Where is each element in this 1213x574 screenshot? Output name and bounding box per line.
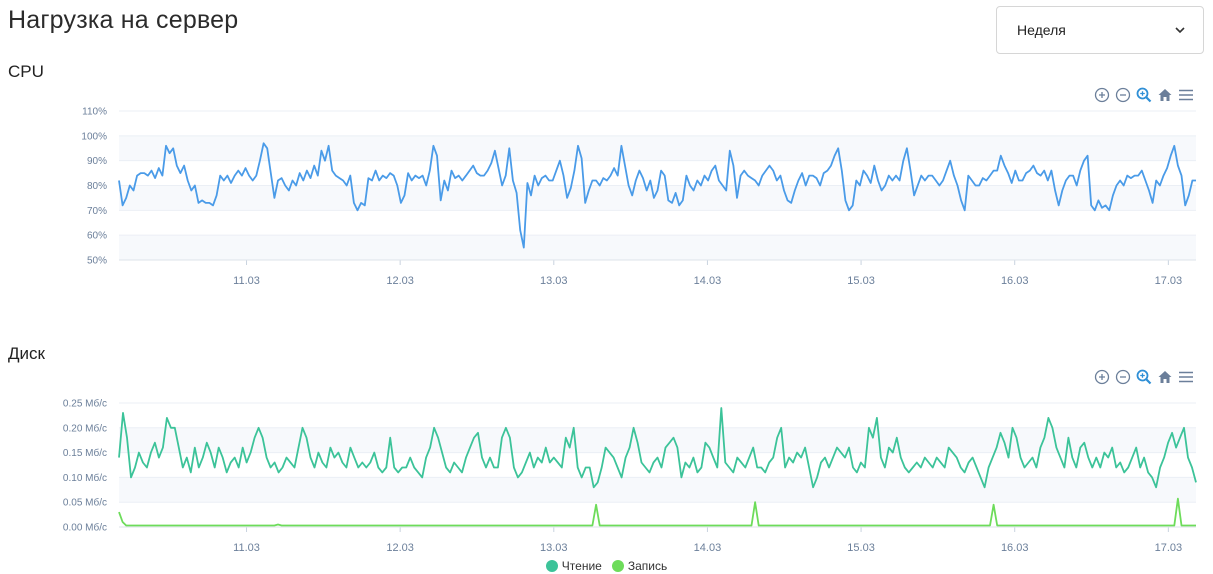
disk-y-tick-label: 0.25 Мб/с: [63, 398, 107, 410]
selection-zoom-icon[interactable]: [1134, 368, 1153, 386]
cpu-grid-band: [119, 135, 1196, 161]
home-icon[interactable]: [1155, 86, 1174, 104]
cpu-x-tick-label: 13.03: [540, 275, 568, 287]
cpu-x-tick-label: 16.03: [1001, 275, 1029, 287]
zoom-out-icon[interactable]: [1113, 86, 1132, 104]
cpu-y-tick-label: 50%: [87, 256, 107, 267]
disk-x-tick-label: 15.03: [847, 542, 875, 554]
legend-dot-write: [611, 560, 624, 572]
disk-x-tick-label: 16.03: [1001, 542, 1029, 554]
cpu-x-tick-label: 14.03: [694, 275, 722, 287]
cpu-y-tick-label: 80%: [87, 181, 107, 192]
chevron-down-icon: [1175, 21, 1185, 39]
cpu-chart-toolbar: [1092, 86, 1195, 104]
period-select[interactable]: Неделя: [996, 6, 1204, 54]
cpu-y-tick-label: 70%: [87, 206, 107, 217]
home-icon[interactable]: [1155, 368, 1174, 386]
menu-icon[interactable]: [1176, 86, 1195, 104]
cpu-grid-band: [119, 235, 1196, 260]
legend-item-read[interactable]: Чтение: [545, 559, 602, 573]
cpu-x-tick-label: 17.03: [1155, 275, 1183, 287]
disk-grid-band: [119, 477, 1196, 503]
disk-x-tick-label: 14.03: [694, 542, 722, 554]
disk-y-tick-label: 0.00 Мб/с: [63, 522, 107, 534]
cpu-x-tick-label: 15.03: [847, 275, 875, 287]
disk-grid-band: [119, 427, 1196, 453]
disk-section-title: Диск: [8, 344, 45, 363]
legend-item-write[interactable]: Запись: [611, 559, 668, 573]
disk-y-tick-label: 0.15 Мб/с: [63, 447, 107, 459]
zoom-in-icon[interactable]: [1092, 86, 1111, 104]
disk-chart-legend: Чтение Запись: [0, 559, 1213, 573]
disk-y-tick-label: 0.10 Мб/с: [63, 472, 107, 484]
page-title: Нагрузка на сервер: [8, 6, 239, 34]
zoom-out-icon[interactable]: [1113, 368, 1132, 386]
disk-y-tick-label: 0.20 Мб/с: [63, 422, 107, 434]
disk-y-tick-label: 0.05 Мб/с: [63, 497, 107, 509]
legend-label-write: Запись: [627, 559, 668, 573]
disk-series-line-0: [118, 407, 1197, 489]
disk-x-tick-label: 13.03: [540, 542, 568, 554]
legend-dot-read: [545, 560, 558, 572]
cpu-y-tick-label: 100%: [81, 131, 107, 142]
menu-icon[interactable]: [1176, 368, 1195, 386]
disk-chart-toolbar: [1092, 368, 1195, 386]
cpu-series-line-0: [118, 142, 1196, 249]
disk-x-tick-label: 17.03: [1155, 542, 1183, 554]
cpu-x-tick-label: 12.03: [386, 275, 414, 287]
period-select-value: Неделя: [1017, 22, 1066, 38]
disk-series-line-1: [118, 497, 1196, 527]
cpu-chart[interactable]: 110% 100% 90% 80% 70% 60% 50% 11.03 12.03 13.03 14…: [0, 0, 1213, 300]
cpu-x-tick-label: 11.03: [233, 275, 260, 287]
cpu-y-tick-label: 90%: [87, 156, 107, 167]
selection-zoom-icon[interactable]: [1134, 86, 1153, 104]
zoom-in-icon[interactable]: [1092, 368, 1111, 386]
cpu-y-tick-label: 60%: [87, 231, 107, 242]
disk-x-tick-label: 12.03: [386, 542, 414, 554]
cpu-y-tick-label: 110%: [82, 107, 107, 118]
disk-x-tick-label: 11.03: [233, 542, 260, 554]
legend-label-read: Чтение: [561, 559, 602, 573]
cpu-section-title: CPU: [8, 62, 44, 81]
